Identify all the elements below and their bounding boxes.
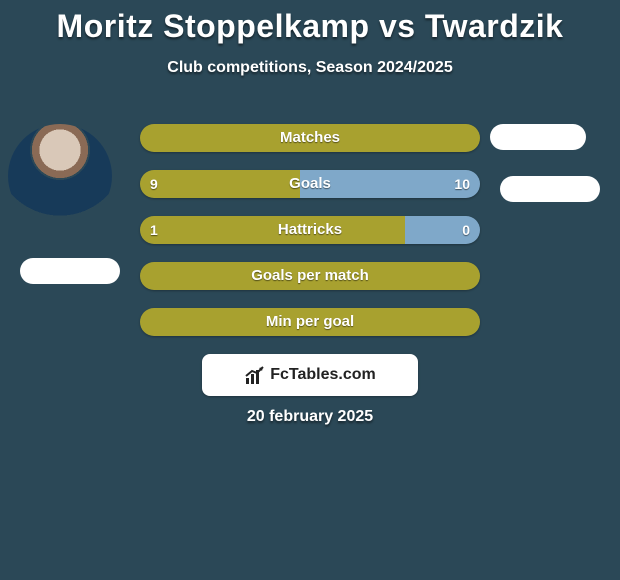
stat-row: Hattricks1 0 bbox=[140, 216, 480, 244]
stat-value-right: 0 bbox=[462, 216, 470, 244]
player1-avatar bbox=[8, 124, 112, 228]
stat-value-right: 10 bbox=[454, 170, 470, 198]
fctables-icon bbox=[244, 364, 266, 386]
page-title: Moritz Stoppelkamp vs Twardzik bbox=[0, 0, 620, 45]
stat-value-left: 9 bbox=[150, 170, 158, 198]
stat-label: Goals per match bbox=[140, 262, 480, 290]
logo-text: FcTables.com bbox=[270, 366, 376, 384]
date-text: 20 february 2025 bbox=[0, 408, 620, 426]
player2-pill-2 bbox=[500, 176, 600, 202]
stat-row: Matches bbox=[140, 124, 480, 152]
stat-row: Goals per match bbox=[140, 262, 480, 290]
stat-label: Matches bbox=[140, 124, 480, 152]
stat-value-left: 1 bbox=[150, 216, 158, 244]
stat-label: Goals bbox=[140, 170, 480, 198]
player2-pill-1 bbox=[490, 124, 586, 150]
player1-name-pill bbox=[20, 258, 120, 284]
logo-box[interactable]: FcTables.com bbox=[202, 354, 418, 396]
stats-panel: MatchesGoals910Hattricks10Goals per matc… bbox=[140, 124, 480, 354]
stat-row: Goals9 10 bbox=[140, 170, 480, 198]
stat-label: Hattricks bbox=[140, 216, 480, 244]
page-subtitle: Club competitions, Season 2024/2025 bbox=[0, 59, 620, 77]
stat-row: Min per goal bbox=[140, 308, 480, 336]
stat-label: Min per goal bbox=[140, 308, 480, 336]
